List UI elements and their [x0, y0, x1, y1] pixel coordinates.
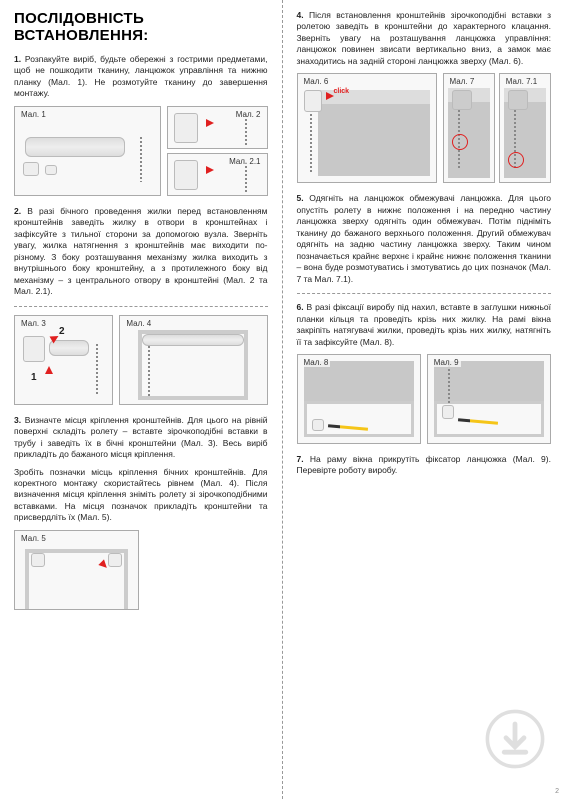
anno-1: 1 — [31, 372, 37, 383]
fig-9-label: Мал. 9 — [432, 358, 461, 367]
figure-1: Мал. 1 — [14, 106, 161, 196]
para-4-num: 4. — [297, 10, 304, 20]
para-5: 5. Одягніть на ланцюжок обмежувачі ланцю… — [297, 193, 552, 285]
separator-left — [14, 306, 268, 307]
para-5-text: Одягніть на ланцюжок обмежувачі ланцюжка… — [297, 193, 552, 283]
fig-7-label: Мал. 7 — [448, 77, 477, 86]
fig-row-1: Мал. 1 Мал. 2 Мал. 2.1 — [14, 106, 268, 196]
para-3b: Зробіть позначки місць кріплення бічних … — [14, 467, 268, 524]
figure-9: Мал. 9 — [427, 354, 551, 444]
page-number: 2 — [555, 788, 559, 795]
fig-row-4: Мал. 6 click Мал. 7 Мал. 7.1 — [297, 73, 552, 183]
figure-8: Мал. 8 — [297, 354, 421, 444]
para-5-num: 5. — [297, 193, 304, 203]
fig-1-label: Мал. 1 — [19, 110, 48, 119]
figure-6: Мал. 6 click — [297, 73, 437, 183]
click-label: click — [334, 88, 350, 95]
figure-7-1: Мал. 7.1 — [499, 73, 551, 183]
fig-3-label: Мал. 3 — [19, 319, 48, 328]
para-1-text: Розпакуйте виріб, будьте обережні з гост… — [14, 54, 268, 98]
fig-6-label: Мал. 6 — [302, 77, 331, 86]
fig-21-label: Мал. 2.1 — [227, 157, 262, 166]
page-title: ПОСЛІДОВНІСТЬ ВСТАНОВЛЕННЯ: — [14, 10, 268, 44]
fig-8-label: Мал. 8 — [302, 358, 331, 367]
para-3a-text: Визначте місця кріплення кронштейнів. Дл… — [14, 415, 268, 459]
para-1: 1. Розпакуйте виріб, будьте обережні з г… — [14, 54, 268, 100]
fig-5-label: Мал. 5 — [19, 534, 48, 543]
para-6: 6. В разі фіксації виробу під нахил, вст… — [297, 302, 552, 348]
separator-right — [297, 293, 552, 294]
figure-7: Мал. 7 — [443, 73, 495, 183]
para-7-text: На раму вікна прикрутіть фіксатор ланцюж… — [297, 454, 551, 475]
figure-2: Мал. 2 — [167, 106, 267, 149]
para-2: 2. В разі бічного проведення жилки перед… — [14, 206, 268, 298]
figure-4: Мал. 4 — [119, 315, 267, 405]
fig-row-5: Мал. 8 Мал. 9 — [297, 354, 552, 444]
para-3-num: 3. — [14, 415, 21, 425]
fig-2-label: Мал. 2 — [234, 110, 263, 119]
para-4-text: Після встановлення кронштейнів зірочкопо… — [297, 10, 552, 66]
para-2-num: 2. — [14, 206, 21, 216]
anno-2: 2 — [59, 326, 65, 337]
watermark-icon — [485, 709, 545, 769]
fig-row-3: Мал. 5 — [14, 530, 268, 610]
para-3a: 3. Визначте місця кріплення кронштейнів.… — [14, 415, 268, 461]
fig-71-label: Мал. 7.1 — [504, 77, 539, 86]
para-2-text: В разі бічного проведення жилки перед вс… — [14, 206, 268, 296]
figure-2-1: Мал. 2.1 — [167, 153, 267, 196]
para-1-num: 1. — [14, 54, 21, 64]
para-6-num: 6. — [297, 302, 304, 312]
figure-5: Мал. 5 — [14, 530, 139, 610]
para-6-text: В разі фіксації виробу під нахил, вставт… — [297, 302, 552, 346]
figure-3: Мал. 3 2 1 — [14, 315, 113, 405]
para-7: 7. На раму вікна прикрутіть фіксатор лан… — [297, 454, 552, 477]
para-7-num: 7. — [297, 454, 304, 464]
fig-row-2: Мал. 3 2 1 Мал. 4 — [14, 315, 268, 405]
fig-4-label: Мал. 4 — [124, 319, 153, 328]
para-4: 4. Після встановлення кронштейнів зірочк… — [297, 10, 552, 67]
para-3b-text: Зробіть позначки місць кріплення бічних … — [14, 467, 268, 523]
